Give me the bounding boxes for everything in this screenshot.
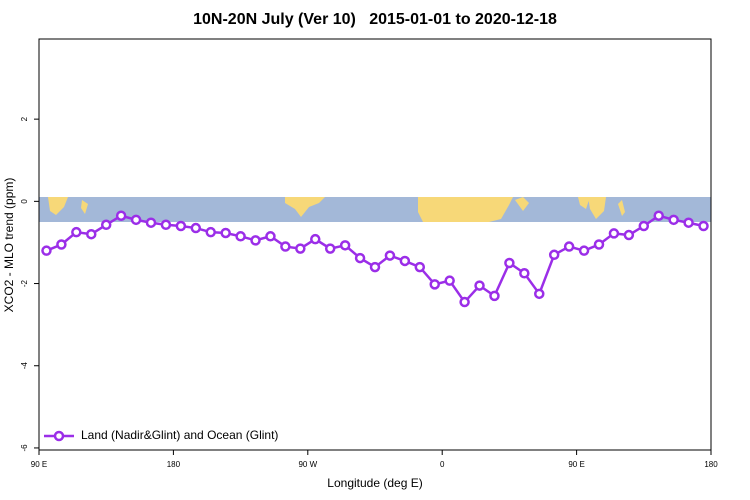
point — [130, 214, 142, 226]
y-axis-label: XCO2 - MLO trend (ppm) — [2, 178, 16, 313]
point — [115, 210, 127, 221]
point — [399, 255, 411, 267]
x-axis-label: Longitude (deg E) — [327, 476, 422, 490]
point — [683, 217, 694, 228]
point — [265, 231, 276, 242]
point — [324, 243, 336, 254]
point — [548, 249, 560, 261]
point — [534, 288, 545, 300]
x-tick-label: 90 E — [568, 460, 584, 469]
point — [623, 229, 635, 241]
point — [369, 261, 381, 273]
point — [668, 214, 679, 226]
point — [384, 250, 396, 261]
point — [504, 257, 515, 269]
x-tick-label: 180 — [704, 460, 718, 469]
point — [608, 228, 620, 239]
point — [459, 296, 470, 308]
legend-marker — [53, 430, 65, 442]
y-tick-label: -4 — [20, 362, 29, 370]
point — [145, 217, 157, 228]
point — [429, 279, 440, 290]
point — [339, 240, 351, 251]
x-tick-label: 0 — [440, 460, 445, 469]
y-tick-label: 2 — [20, 116, 29, 121]
series-line — [45, 214, 704, 305]
point — [100, 219, 112, 231]
point — [280, 241, 291, 252]
point — [474, 280, 485, 291]
chart-title: 10N-20N July (Ver 10) 2015-01-01 to 2020… — [193, 11, 557, 28]
x-tick-label: 90 W — [298, 460, 317, 469]
point — [414, 261, 426, 273]
point — [160, 219, 172, 231]
point — [310, 233, 321, 245]
point — [354, 252, 366, 264]
point — [175, 220, 187, 232]
point — [205, 226, 216, 238]
x-tick-label: 90 E — [31, 460, 47, 469]
point — [519, 268, 530, 279]
point — [235, 231, 246, 242]
y-tick-label: -6 — [20, 444, 29, 452]
point — [578, 245, 590, 256]
x-tick-label: 180 — [167, 460, 181, 469]
y-tick-label: 0 — [20, 199, 29, 204]
point — [250, 235, 261, 246]
point — [220, 227, 231, 239]
y-tick-label: -2 — [20, 279, 29, 287]
point — [653, 210, 664, 221]
point — [698, 220, 709, 232]
point — [71, 226, 82, 238]
point — [444, 275, 455, 286]
point — [86, 228, 97, 240]
point — [563, 241, 575, 252]
plot-frame — [38, 38, 712, 451]
point — [295, 243, 306, 254]
point — [638, 220, 650, 232]
legend-label: Land (Nadir&Glint) and Ocean (Glint) — [81, 428, 278, 442]
point — [56, 239, 67, 250]
point — [41, 245, 52, 256]
point — [190, 222, 202, 234]
point — [489, 290, 500, 302]
point — [593, 239, 605, 250]
